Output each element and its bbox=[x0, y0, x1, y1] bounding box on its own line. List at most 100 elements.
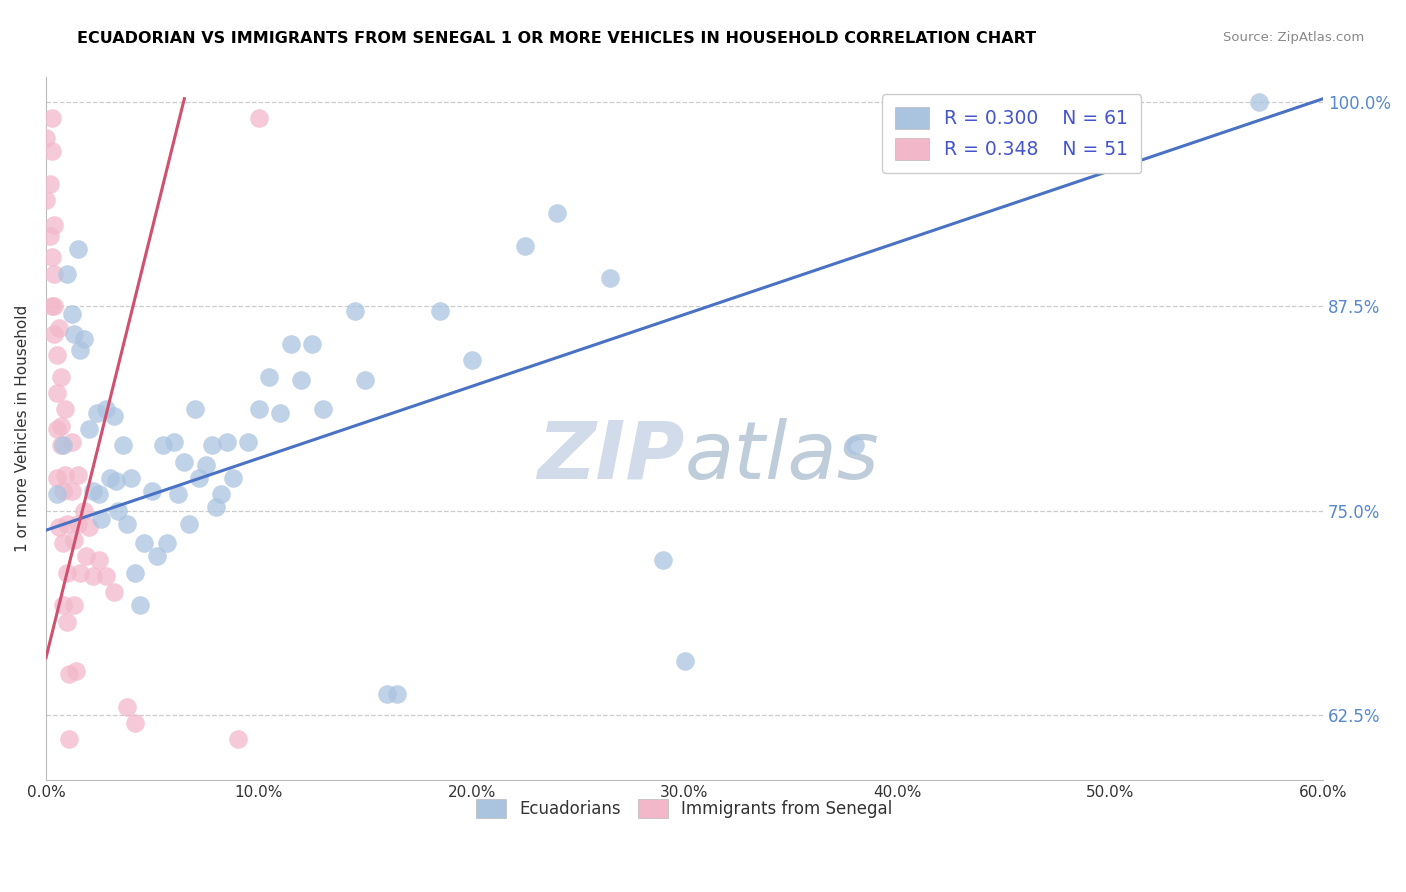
Point bbox=[66, 467, 89, 482]
Point bbox=[90, 512, 112, 526]
Point bbox=[56, 516, 79, 531]
Point bbox=[844, 438, 866, 452]
Point bbox=[343, 304, 366, 318]
Point bbox=[53, 402, 76, 417]
Point bbox=[107, 503, 129, 517]
Point bbox=[152, 438, 174, 452]
Point bbox=[115, 699, 138, 714]
Point bbox=[56, 615, 79, 629]
Point bbox=[141, 483, 163, 498]
Point bbox=[82, 483, 104, 498]
Point bbox=[546, 206, 568, 220]
Point bbox=[62, 533, 84, 547]
Point bbox=[56, 566, 79, 580]
Point bbox=[167, 487, 190, 501]
Point bbox=[89, 552, 111, 566]
Point bbox=[209, 487, 232, 501]
Text: ZIP: ZIP bbox=[537, 418, 685, 496]
Point bbox=[177, 516, 200, 531]
Legend: Ecuadorians, Immigrants from Senegal: Ecuadorians, Immigrants from Senegal bbox=[470, 792, 900, 825]
Point bbox=[45, 471, 67, 485]
Point bbox=[141, 834, 163, 848]
Point bbox=[173, 454, 195, 468]
Point bbox=[45, 422, 67, 436]
Point bbox=[188, 471, 211, 485]
Point bbox=[49, 438, 72, 452]
Point bbox=[120, 471, 142, 485]
Point bbox=[62, 599, 84, 613]
Point bbox=[145, 549, 167, 564]
Point bbox=[301, 337, 323, 351]
Point bbox=[60, 308, 83, 322]
Point bbox=[94, 569, 117, 583]
Point bbox=[673, 654, 696, 668]
Point bbox=[39, 177, 62, 191]
Y-axis label: 1 or more Vehicles in Household: 1 or more Vehicles in Household bbox=[15, 305, 30, 552]
Point bbox=[460, 353, 482, 368]
Point bbox=[205, 500, 228, 515]
Point bbox=[65, 664, 87, 678]
Point bbox=[98, 471, 121, 485]
Point bbox=[247, 402, 270, 417]
Point bbox=[163, 434, 186, 449]
Point bbox=[41, 144, 63, 158]
Point bbox=[66, 516, 89, 531]
Point bbox=[49, 369, 72, 384]
Point bbox=[652, 552, 675, 566]
Point bbox=[89, 487, 111, 501]
Point bbox=[215, 434, 238, 449]
Point bbox=[103, 585, 125, 599]
Point bbox=[39, 229, 62, 244]
Point bbox=[111, 438, 134, 452]
Point bbox=[69, 343, 91, 358]
Point bbox=[86, 405, 108, 419]
Point bbox=[124, 566, 146, 580]
Point bbox=[45, 348, 67, 362]
Point bbox=[77, 520, 100, 534]
Point bbox=[66, 242, 89, 256]
Point bbox=[77, 422, 100, 436]
Point bbox=[222, 471, 245, 485]
Point bbox=[44, 218, 66, 232]
Point bbox=[58, 667, 80, 681]
Point bbox=[52, 536, 75, 550]
Point bbox=[69, 566, 91, 580]
Point bbox=[375, 687, 398, 701]
Point bbox=[156, 536, 179, 550]
Point bbox=[290, 373, 312, 387]
Point bbox=[312, 402, 335, 417]
Point bbox=[429, 304, 451, 318]
Point bbox=[82, 569, 104, 583]
Point bbox=[184, 402, 207, 417]
Point bbox=[226, 732, 249, 747]
Point bbox=[41, 250, 63, 264]
Point bbox=[269, 405, 291, 419]
Point bbox=[238, 434, 260, 449]
Point bbox=[105, 474, 128, 488]
Point bbox=[44, 327, 66, 342]
Point bbox=[247, 112, 270, 126]
Point bbox=[94, 402, 117, 417]
Point bbox=[52, 483, 75, 498]
Point bbox=[49, 418, 72, 433]
Point bbox=[354, 373, 377, 387]
Point bbox=[45, 385, 67, 400]
Point bbox=[48, 320, 70, 334]
Point bbox=[1249, 95, 1271, 109]
Point bbox=[385, 687, 408, 701]
Point bbox=[44, 267, 66, 281]
Point bbox=[41, 112, 63, 126]
Point bbox=[35, 193, 58, 207]
Point bbox=[60, 483, 83, 498]
Point bbox=[45, 487, 67, 501]
Point bbox=[124, 716, 146, 731]
Text: ECUADORIAN VS IMMIGRANTS FROM SENEGAL 1 OR MORE VEHICLES IN HOUSEHOLD CORRELATIO: ECUADORIAN VS IMMIGRANTS FROM SENEGAL 1 … bbox=[77, 31, 1036, 46]
Point bbox=[53, 467, 76, 482]
Point bbox=[103, 409, 125, 423]
Point bbox=[52, 599, 75, 613]
Point bbox=[48, 520, 70, 534]
Point bbox=[128, 599, 150, 613]
Point bbox=[62, 327, 84, 342]
Point bbox=[58, 732, 80, 747]
Point bbox=[194, 458, 217, 472]
